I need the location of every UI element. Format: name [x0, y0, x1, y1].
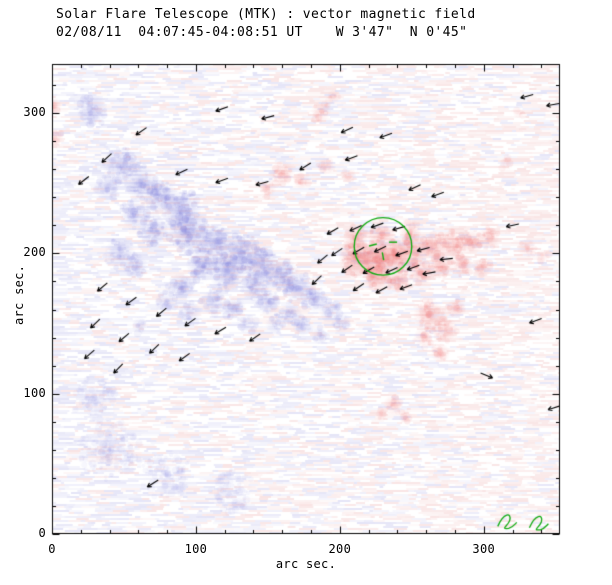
x-axis-label: arc sec. [275, 557, 337, 571]
x-tick-label: 0 [48, 542, 56, 556]
x-tick-label: 300 [472, 542, 495, 556]
y-tick-label: 0 [38, 526, 46, 540]
y-tick-label: 300 [23, 105, 46, 120]
x-tick-label: 100 [184, 542, 208, 556]
x-tick-label: 200 [328, 542, 352, 556]
y-axis-label: arc sec. [12, 264, 26, 325]
y-tick-label: 100 [23, 385, 46, 400]
y-tick-label: 200 [23, 245, 46, 260]
